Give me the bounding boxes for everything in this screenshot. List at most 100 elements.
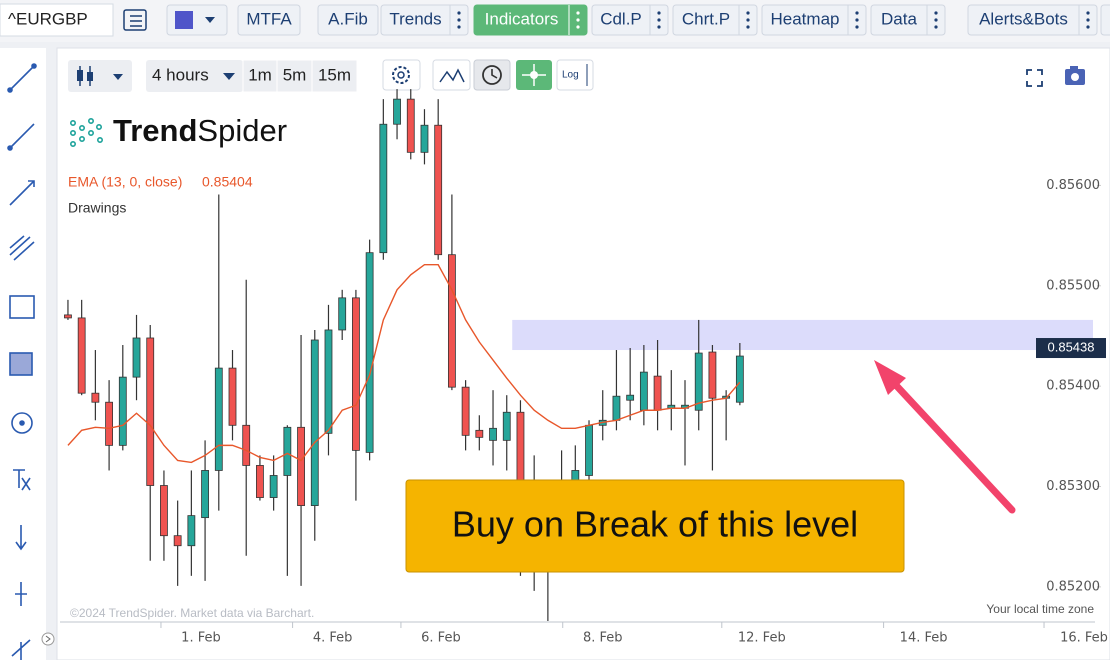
- y-tick-label: 0.85400: [1046, 379, 1100, 394]
- candle-body: [310, 339, 319, 506]
- candle-body: [516, 411, 525, 481]
- menu-dot[interactable]: [1086, 25, 1090, 29]
- toolbar-button[interactable]: [473, 4, 588, 36]
- toolbar-button[interactable]: [1100, 4, 1110, 36]
- toolbar-button[interactable]: [380, 4, 469, 36]
- logo-light: Spider: [197, 113, 287, 148]
- toolbar-label: A.Fib: [328, 9, 368, 28]
- toolbar-button[interactable]: [237, 4, 301, 36]
- candle-body: [365, 252, 374, 453]
- menu-dot[interactable]: [1086, 11, 1090, 15]
- candle-body: [406, 98, 415, 153]
- menu-dot[interactable]: [457, 11, 461, 15]
- sidebar-tools[interactable]: [7, 63, 37, 660]
- menu-dot[interactable]: [855, 11, 859, 15]
- menu-dot[interactable]: [934, 11, 938, 15]
- toolbar-label: Heatmap: [771, 9, 840, 28]
- legend-drawings: Drawings: [68, 200, 126, 216]
- menu-dot[interactable]: [746, 11, 750, 15]
- menu-dot[interactable]: [1086, 18, 1090, 22]
- interval-button[interactable]: [311, 59, 358, 93]
- menu-dot[interactable]: [657, 25, 661, 29]
- y-tick-label: 0.85300: [1046, 479, 1100, 494]
- fullscreen-icon[interactable]: [1026, 69, 1043, 87]
- camera-icon[interactable]: [1065, 66, 1085, 85]
- interval-label: 5m: [283, 65, 307, 84]
- candle-body: [708, 351, 717, 399]
- candle-body: [694, 352, 703, 411]
- candle-body: [160, 485, 168, 537]
- x-tick-label: 1. Feb: [181, 631, 221, 646]
- candle-body: [283, 426, 292, 476]
- candle-body: [118, 376, 127, 446]
- toolbar-button[interactable]: [317, 4, 379, 36]
- candle-body: [653, 375, 662, 411]
- candle-body: [338, 297, 347, 331]
- y-tick-label: 0.85500: [1046, 278, 1100, 293]
- timeframe-box[interactable]: [146, 60, 243, 92]
- menu-dot[interactable]: [855, 18, 859, 22]
- menu-dot[interactable]: [934, 25, 938, 29]
- chart-style-button[interactable]: [68, 60, 132, 92]
- list-icon[interactable]: [123, 9, 147, 31]
- interval-button[interactable]: [242, 59, 278, 93]
- level-zone: [512, 319, 1093, 351]
- interval-label: 1m: [248, 65, 272, 84]
- log-button[interactable]: [556, 59, 594, 91]
- timezone: Your local time zone: [986, 602, 1094, 616]
- candle-body: [461, 386, 470, 436]
- callout-text: Buy on Break of this level: [452, 504, 858, 545]
- menu-dot[interactable]: [576, 11, 580, 15]
- candle-body: [228, 367, 237, 426]
- pattern-icon[interactable]: [432, 59, 471, 91]
- candle-body: [626, 394, 635, 401]
- y-tick-label: 0.85600: [1046, 178, 1100, 193]
- candle-body: [132, 337, 141, 378]
- y-tick-label: 0.85200: [1046, 579, 1100, 594]
- toolbar-label: Indicators: [485, 9, 559, 28]
- plot: 0.85200 0.85300 0.85400 0.85500 0.85600 1. Fe…: [60, 89, 1108, 646]
- candle-body: [214, 367, 223, 471]
- expand-arrow: [45, 635, 51, 643]
- crosshair-icon[interactable]: [516, 60, 552, 90]
- copyright: ©2024 TrendSpider. Market data via Barch…: [70, 606, 314, 620]
- settings-icon[interactable]: [382, 59, 421, 91]
- toolbar-button[interactable]: [967, 4, 1098, 36]
- x-tick-label: 4. Feb: [313, 631, 353, 646]
- clock-icon[interactable]: [473, 59, 511, 91]
- candle-body: [324, 329, 333, 434]
- x-tick-label: 16. Feb: [1060, 631, 1108, 646]
- candle-body: [64, 314, 72, 319]
- legend-ema: EMA (13, 0, close): [68, 174, 182, 190]
- menu-dot[interactable]: [576, 25, 580, 29]
- candle-body: [571, 470, 580, 481]
- menu-dot[interactable]: [934, 18, 938, 22]
- toolbar-button[interactable]: [672, 4, 758, 36]
- menu-dot[interactable]: [457, 18, 461, 22]
- interval-label: 15m: [318, 65, 351, 84]
- ema-line: [67, 264, 741, 464]
- toolbar-label: Alerts&Bots: [979, 9, 1068, 28]
- color-picker[interactable]: [166, 4, 228, 36]
- toolbar-button[interactable]: [591, 4, 669, 36]
- expand-button[interactable]: [41, 632, 55, 646]
- x-tick-label: 14. Feb: [900, 631, 948, 646]
- menu-dot[interactable]: [746, 25, 750, 29]
- legend-ema-value: 0.85404: [202, 174, 253, 190]
- candle-body: [447, 254, 456, 388]
- menu-dot[interactable]: [457, 25, 461, 29]
- menu-dot[interactable]: [657, 18, 661, 22]
- menu-dot[interactable]: [657, 11, 661, 15]
- symbol-box[interactable]: [0, 3, 114, 37]
- candle-body: [585, 424, 593, 476]
- menu-dot[interactable]: [576, 18, 580, 22]
- menu-dot[interactable]: [746, 18, 750, 22]
- menu-dot[interactable]: [855, 25, 859, 29]
- candle-body: [420, 124, 429, 153]
- interval-button[interactable]: [276, 59, 313, 93]
- interval-group: 1m 5m 15m: [242, 59, 358, 93]
- toolbar-button[interactable]: [761, 4, 867, 36]
- x-tick-label: 12. Feb: [738, 631, 786, 646]
